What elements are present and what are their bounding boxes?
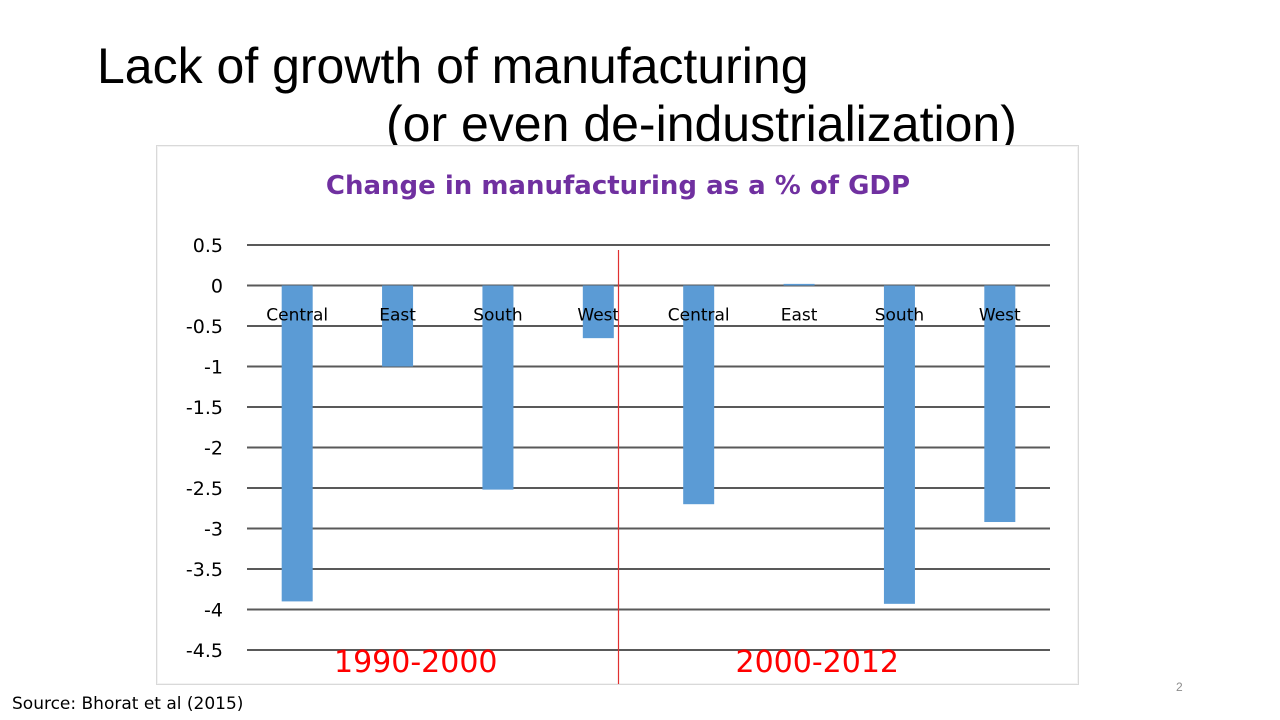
y-tick-label: -3.5 [186,559,223,581]
chart-panel: Change in manufacturing as a % of GDP 0.5… [156,145,1079,685]
bar [281,285,313,602]
y-tick-label: -2.5 [186,478,223,500]
bar [683,285,715,505]
x-tick-label: Central [266,306,328,326]
x-tick-label: West [577,306,619,326]
x-tick-label: West [979,306,1021,326]
y-tick-label: -4 [204,600,223,622]
bar [783,283,815,286]
bar [883,285,915,604]
source-note: Source: Bhorat et al (2015) [12,694,244,714]
slide-number: 2 [1176,680,1183,694]
y-tick-label: -1 [204,357,223,379]
y-tick-label: -2 [204,438,223,460]
x-tick-label: South [875,306,924,326]
y-tick-label: -1.5 [186,397,223,419]
y-tick-label: -4.5 [186,640,223,662]
period-label: 2000-2012 [735,645,899,680]
y-tick-label: -0.5 [186,316,223,338]
x-tick-label: East [781,306,818,326]
bar [582,285,614,339]
x-tick-label: East [379,306,416,326]
y-tick-label: 0.5 [193,235,223,257]
bar [382,285,414,367]
y-tick-label: 0 [211,276,223,298]
x-tick-label: Central [668,306,730,326]
slide-title-line-2: (or even de-industrialization) [386,96,1017,152]
bar-chart: Change in manufacturing as a % of GDP 0.5… [186,171,1050,684]
y-tick-label: -3 [204,519,223,541]
period-label: 1990-2000 [334,645,498,680]
x-tick-label: South [473,306,522,326]
bar [482,285,514,490]
bar [984,285,1016,523]
chart-title: Change in manufacturing as a % of GDP [326,171,910,201]
slide-title-line-1: Lack of growth of manufacturing [97,38,809,94]
